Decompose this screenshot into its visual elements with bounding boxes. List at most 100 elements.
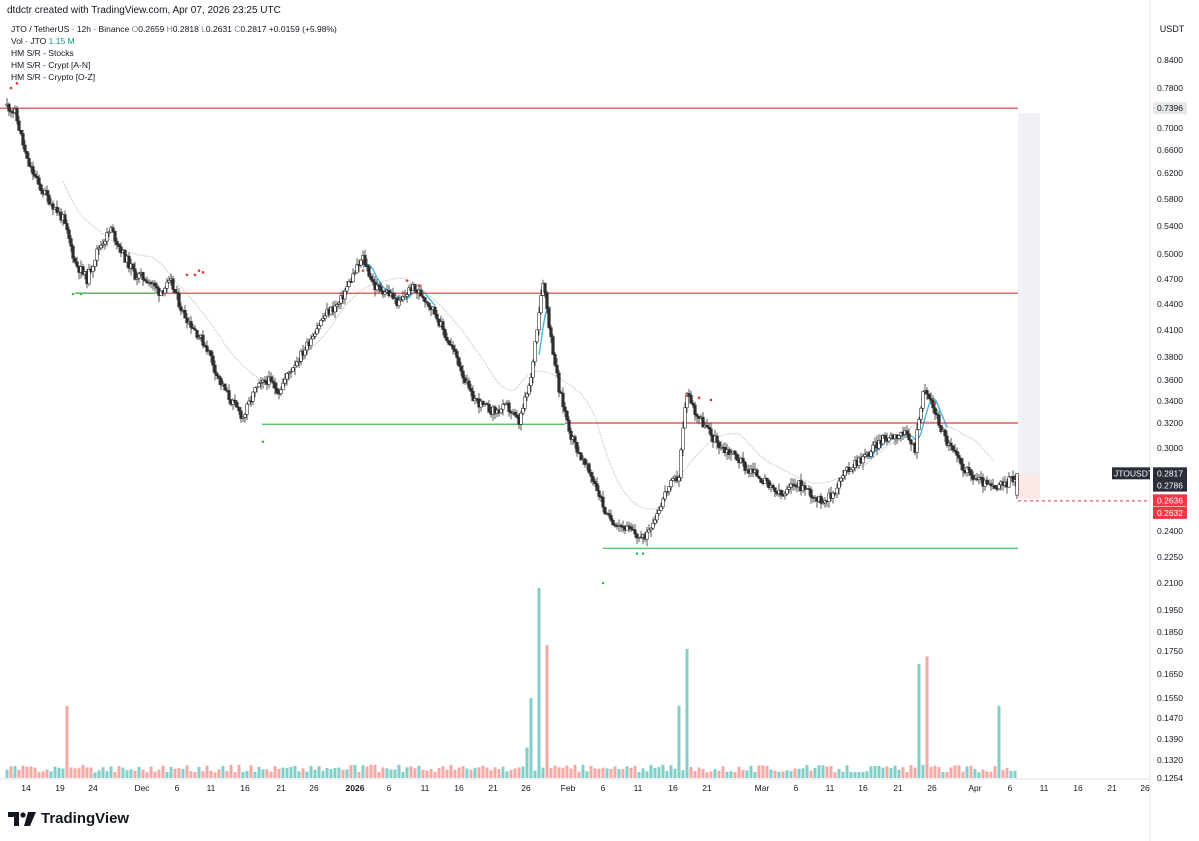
candle-body bbox=[687, 393, 691, 396]
candle-body bbox=[957, 455, 961, 459]
projection-box bbox=[1018, 113, 1040, 474]
candle-body bbox=[205, 345, 209, 352]
time-tick: Mar bbox=[755, 783, 770, 793]
volume-bar bbox=[633, 765, 637, 778]
candle-body bbox=[63, 214, 67, 224]
candle-body bbox=[425, 301, 429, 304]
indicator-stocks[interactable]: HM S/R - Stocks bbox=[11, 48, 74, 58]
time-tick: 6 bbox=[794, 783, 799, 793]
candle-body bbox=[471, 390, 475, 402]
candle-body bbox=[919, 407, 923, 420]
candle-body bbox=[289, 371, 293, 373]
candle-body bbox=[353, 272, 357, 275]
candle-body bbox=[191, 327, 195, 330]
candle-body bbox=[97, 247, 101, 250]
candle-body bbox=[95, 248, 99, 261]
candle-body bbox=[559, 391, 563, 394]
candle-body bbox=[563, 406, 567, 412]
time-tick: 26 bbox=[309, 783, 319, 793]
candle-body bbox=[337, 302, 341, 305]
price-tick: 0.1550 bbox=[1157, 693, 1183, 703]
volume-bar bbox=[417, 765, 421, 778]
candle-body bbox=[729, 452, 733, 455]
volume-bar bbox=[801, 768, 805, 778]
candle-body bbox=[173, 289, 177, 293]
pivot-high-dot bbox=[201, 271, 205, 274]
volume-bar bbox=[637, 771, 641, 778]
volume-bar bbox=[869, 766, 873, 778]
price-tick: 0.7800 bbox=[1157, 83, 1183, 93]
volume-bar bbox=[717, 770, 721, 778]
candle-body bbox=[619, 524, 623, 527]
candle-body bbox=[295, 361, 299, 367]
candle-body bbox=[589, 472, 593, 477]
candle-body bbox=[235, 402, 239, 408]
volume-bar bbox=[265, 769, 269, 778]
candle-body bbox=[695, 414, 699, 417]
candle-body bbox=[419, 289, 423, 297]
volume-bar bbox=[653, 768, 657, 778]
volume-bar bbox=[733, 772, 737, 778]
volume-bar bbox=[333, 767, 337, 778]
volume-row[interactable]: Vol · JTO 1.15 M bbox=[11, 36, 75, 46]
candle-body bbox=[339, 295, 343, 304]
pivot-high-dot bbox=[405, 279, 409, 282]
candle-body bbox=[663, 491, 667, 500]
candle-body bbox=[529, 377, 533, 386]
indicator-crypt-a-n[interactable]: HM S/R - Crypt [A-N] bbox=[11, 60, 91, 70]
volume-bar bbox=[985, 771, 989, 778]
candle-body bbox=[803, 485, 807, 490]
volume-bar bbox=[645, 771, 649, 778]
volume-bar bbox=[313, 769, 317, 778]
candle-body bbox=[195, 329, 199, 338]
candle-body bbox=[253, 387, 257, 393]
candle-body bbox=[485, 403, 489, 405]
symbol-label[interactable]: JTO / TetherUS · 12h · Binance bbox=[11, 24, 130, 34]
indicator-crypto-o-z[interactable]: HM S/R - Crypto [O-Z] bbox=[11, 72, 96, 82]
volume-bar bbox=[105, 771, 109, 778]
pivot-high-dot bbox=[193, 273, 197, 277]
price-tick: 0.2400 bbox=[1157, 526, 1183, 536]
candle-body bbox=[167, 280, 171, 283]
volume-bar bbox=[153, 771, 157, 778]
time-tick: 16 bbox=[454, 783, 464, 793]
volume-bar bbox=[965, 766, 969, 778]
candle-body bbox=[321, 318, 325, 321]
candle-body bbox=[715, 435, 719, 443]
candle-body bbox=[305, 341, 309, 351]
volume-bar bbox=[281, 767, 285, 778]
volume-bar bbox=[361, 765, 365, 778]
volume-bar bbox=[849, 771, 853, 778]
candle-body bbox=[397, 299, 401, 306]
candle-body bbox=[163, 288, 167, 294]
volume-bar bbox=[209, 770, 213, 778]
projection-box-low bbox=[1018, 473, 1040, 499]
candle-body bbox=[401, 296, 405, 301]
volume-bar bbox=[609, 768, 613, 778]
candle-body bbox=[251, 391, 255, 402]
time-tick: 11 bbox=[1040, 783, 1049, 793]
time-tick: 26 bbox=[521, 783, 531, 793]
candle-body bbox=[1015, 473, 1019, 496]
candle-body bbox=[293, 365, 297, 368]
candle-body bbox=[273, 382, 277, 389]
volume-bar bbox=[161, 765, 165, 778]
candle-body bbox=[553, 354, 557, 366]
volume-bar bbox=[569, 768, 573, 778]
candle-body bbox=[421, 295, 425, 298]
candle-body bbox=[929, 398, 933, 401]
candle-body bbox=[925, 390, 929, 395]
volume-bar bbox=[561, 767, 565, 778]
candle-body bbox=[831, 492, 835, 499]
candle-body bbox=[965, 467, 969, 474]
candle-body bbox=[935, 413, 939, 416]
candle-body bbox=[105, 232, 109, 242]
volume-bar bbox=[709, 771, 713, 778]
candle-body bbox=[179, 306, 183, 312]
candle-body bbox=[15, 108, 19, 122]
price-tick: 0.1390 bbox=[1157, 734, 1183, 744]
volume-bar bbox=[833, 772, 837, 778]
volume-bar bbox=[137, 767, 141, 778]
volume-bar bbox=[77, 767, 81, 778]
